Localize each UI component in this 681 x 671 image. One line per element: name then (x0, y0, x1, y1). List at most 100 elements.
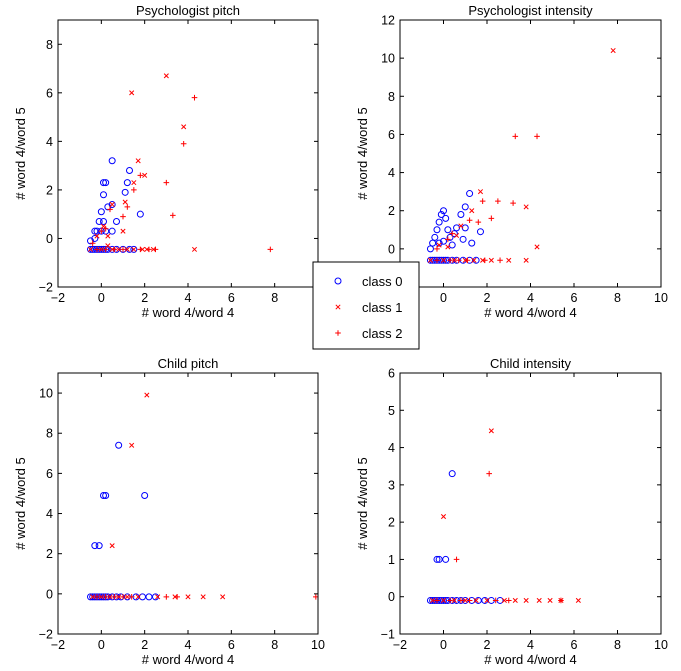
y-tick-label: 6 (46, 86, 53, 100)
data-point (135, 158, 141, 164)
data-point (510, 200, 516, 206)
data-point (451, 257, 457, 263)
data-point-shape (473, 597, 479, 603)
data-point-shape (100, 223, 107, 229)
data-point (453, 556, 460, 563)
data-point-shape (479, 198, 486, 204)
data-point-shape (108, 157, 116, 165)
x-tick-label: 8 (271, 291, 278, 305)
data-point (447, 257, 453, 264)
data-point-shape (122, 199, 128, 205)
data-point (98, 594, 104, 600)
data-point-shape (174, 594, 180, 600)
subplot-1: −2 0 2 4 6 8 −2 0 2 4 6 8 Psychologist pitch # word 4… (13, 3, 319, 320)
data-point-shape (123, 179, 131, 187)
data-point (181, 124, 187, 130)
data-point-shape (116, 594, 122, 600)
data-point-shape (440, 596, 447, 604)
data-point-shape (116, 246, 122, 252)
data-point-shape (120, 246, 126, 253)
data-point (433, 555, 441, 563)
data-point (100, 223, 107, 229)
data-point-shape (163, 179, 170, 186)
data-point-shape (451, 597, 457, 603)
data-point (433, 256, 441, 264)
data-point-shape (475, 219, 482, 225)
series-class-2 (94, 594, 318, 600)
data-point (267, 246, 274, 253)
data-point-shape (482, 257, 488, 264)
data-point (448, 470, 456, 478)
data-point-shape (435, 555, 443, 563)
data-point (459, 235, 467, 243)
data-point (575, 597, 581, 603)
y-tick-label: 2 (388, 204, 395, 218)
data-point-shape (105, 233, 111, 239)
x-tick-label: 4 (527, 291, 534, 305)
data-point (547, 597, 553, 603)
data-point (455, 257, 462, 264)
data-point (105, 243, 111, 249)
data-point (512, 597, 518, 603)
data-point (102, 246, 109, 253)
legend-marker-shape (334, 277, 342, 285)
data-point-shape (436, 242, 442, 248)
data-point (135, 594, 141, 600)
data-point-shape (426, 256, 434, 264)
series-class-1 (430, 428, 581, 603)
legend-marker (334, 277, 342, 285)
data-point (474, 596, 482, 604)
data-point (109, 201, 115, 208)
data-point (124, 246, 130, 252)
y-tick-label: 6 (46, 467, 53, 481)
data-point-shape (163, 73, 169, 79)
data-point (488, 428, 494, 434)
data-point (436, 242, 442, 248)
data-point-shape (458, 597, 464, 604)
legend-marker (335, 304, 341, 310)
x-tick-label: 6 (228, 638, 235, 652)
data-point-shape (170, 212, 176, 219)
data-point-shape (510, 200, 516, 206)
y-tick-label: 6 (388, 128, 395, 142)
y-tick-label: 2 (46, 547, 53, 561)
data-point-shape (444, 226, 452, 234)
data-point (126, 166, 133, 174)
data-point-shape (137, 172, 144, 179)
data-point-shape (449, 230, 455, 237)
data-point-shape (191, 94, 198, 101)
data-point (434, 597, 440, 604)
data-point-shape (523, 597, 529, 603)
data-point (113, 217, 120, 225)
data-point-shape (97, 208, 105, 216)
data-point-shape (497, 257, 503, 264)
x-tick-label: 0 (440, 291, 447, 305)
data-point (108, 227, 116, 235)
x-axis-label: # word 4/word 4 (484, 652, 577, 667)
data-point-shape (446, 233, 454, 241)
data-point (180, 140, 187, 147)
data-point-shape (434, 597, 440, 604)
legend-label: class 2 (362, 326, 402, 341)
data-point (102, 491, 110, 499)
data-point (434, 257, 440, 264)
data-point-shape (135, 594, 141, 600)
data-point-shape (90, 594, 96, 600)
data-point-shape (440, 237, 447, 245)
y-tick-label: −2 (39, 281, 53, 295)
data-point-shape (108, 227, 116, 235)
data-point-shape (89, 240, 96, 247)
data-point (98, 228, 105, 234)
data-point-shape (447, 257, 453, 264)
series-class-0 (87, 441, 159, 601)
x-tick-label: 0 (98, 291, 105, 305)
y-tick-label: 10 (381, 52, 395, 66)
data-point (102, 594, 109, 600)
data-point (146, 246, 152, 253)
data-point (129, 442, 135, 448)
data-point-shape (426, 596, 434, 604)
data-point (126, 245, 133, 253)
data-point (457, 596, 465, 604)
data-point (440, 257, 447, 263)
data-point-shape (102, 491, 110, 499)
